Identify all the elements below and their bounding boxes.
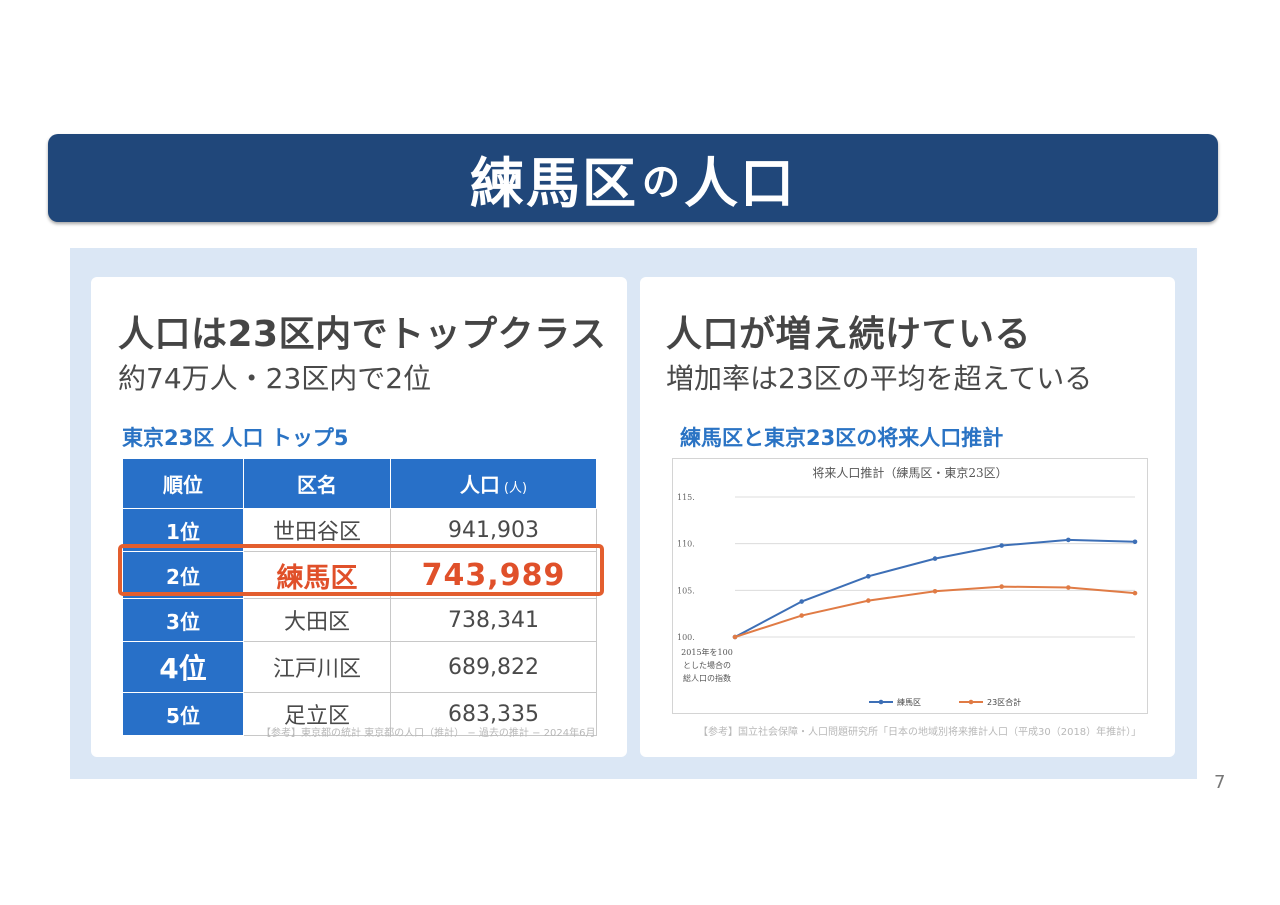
population-ranking-card: 人口は23区内でトップクラス 約74万人・23区内で2位 東京23区 人口 トッ… [91,277,627,757]
projection-chart-frame: 将来人口推計（練馬区・東京23区） 100. 105. 110. 115. 2015年を1… [672,458,1148,714]
page-title-bar: 練馬区 の 人口 [48,134,1218,222]
page-title-2: 人口 [684,151,796,215]
trend-heading: 人口が増え続けている [666,314,1032,355]
y-tick-label: 115. [677,493,695,502]
rank-cell: 3位 [122,598,244,642]
data-point [1066,585,1071,590]
data-point [866,574,871,579]
ranking-subheading: 約74万人・23区内で2位 [118,362,432,395]
ranking-table-title: 東京23区 人口 トップ5 [122,426,349,450]
chart-title: 将来人口推計（練馬区・東京23区） [812,465,1007,480]
chart-section-label: 練馬区と東京23区の将来人口推計 [680,426,1004,450]
population-unit: (人) [503,481,528,496]
data-point [1132,539,1138,545]
population-cell: 683,335 [390,692,597,736]
legend-marker [878,699,884,705]
ward-cell: 練馬区 [243,551,391,599]
table-row-highlighted: 2位 練馬区 743,989 [122,551,597,599]
trend-source-note: 【参考】国立社会保障・人口問題研究所「日本の地域別将来推計人口（平成30（201… [698,727,1142,738]
ward-cell: 大田区 [243,598,391,642]
table-header-row: 順位 区名 人口 (人) [122,458,597,509]
page-number: 7 [1214,772,1226,793]
data-point [999,584,1004,589]
data-point [1132,590,1138,596]
population-cell: 689,822 [390,641,597,693]
y-axis-note: 2015年を100 [681,647,733,657]
rank-label: 4位 [159,652,207,685]
rank-cell: 4位 [122,641,244,693]
table-row: 3位 大田区 738,341 [122,598,597,642]
data-point [999,543,1004,548]
page-title: 練馬区 [469,151,638,215]
ranking-heading: 人口は23区内でトップクラス [118,314,607,355]
ward-cell: 世田谷区 [243,508,391,552]
y-tick-label: 100. [677,633,695,642]
population-header-label: 人口 [459,473,500,497]
data-point [866,598,871,603]
table-row: 1位 世田谷区 941,903 [122,508,597,552]
data-point [932,556,938,561]
projection-chart: 将来人口推計（練馬区・東京23区） 100. 105. 110. 115. 2015年を1… [677,465,1138,707]
ward-column-header: 区名 [243,458,391,509]
legend-marker [968,699,974,705]
rank-column-header: 順位 [122,458,244,509]
population-column-header: 人口 (人) [390,458,597,509]
y-axis-note: とした場合の [683,660,731,670]
legend-label: 練馬区 [897,697,921,707]
data-point [1066,537,1071,543]
rank-cell: 1位 [122,508,244,552]
y-tick-label: 105. [677,586,695,595]
data-point [732,634,738,640]
page-title-particle: の [641,159,680,204]
population-cell: 738,341 [390,598,597,642]
population-trend-card: 人口が増え続けている 増加率は23区の平均を超えている 練馬区と東京23区の将来… [640,277,1175,757]
data-point [932,588,938,594]
population-cell: 743,989 [390,551,597,599]
ranking-source-note: 【参考】東京都の統計 東京都の人口（推計） − 過去の推計 − 2024年6月 [261,728,596,739]
ranking-table: 順位 区名 人口 (人) 1位 世田谷区 941,903 2位 練馬区 743,9… [122,458,597,736]
population-cell: 941,903 [390,508,597,552]
series-line-1 [734,585,1136,638]
rank-cell: 2位 [122,551,244,599]
ward-cell: 江戸川区 [243,641,391,693]
data-point [799,599,804,604]
y-axis-note: 総人口の指数 [683,673,731,683]
table-row: 5位 足立区 683,335 [122,692,597,736]
rank-cell: 5位 [122,692,244,736]
data-point [799,613,804,618]
legend-label: 23区合計 [987,697,1021,707]
y-tick-label: 110. [677,540,695,549]
trend-subheading: 増加率は23区の平均を超えている [666,362,1093,395]
table-row: 4位 江戸川区 689,822 [122,641,597,693]
